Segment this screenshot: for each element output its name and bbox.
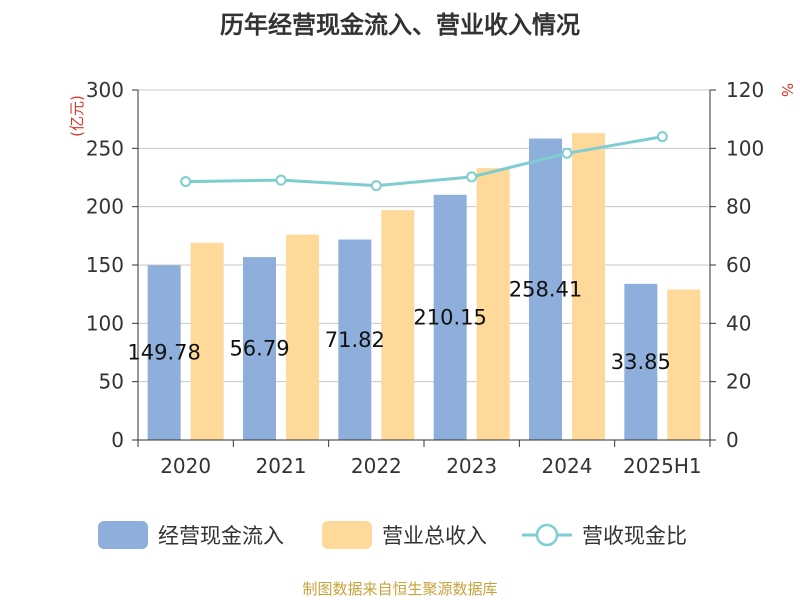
line-point: [656, 131, 668, 143]
data-label: 71.82: [325, 328, 385, 352]
line-point: [180, 176, 192, 188]
line-point: [561, 147, 573, 159]
x-tick-label: 2020: [160, 454, 211, 478]
line-point: [466, 171, 478, 183]
data-labels: 149.78 56.79 71.82 210.15 258.41 33.85: [127, 277, 670, 374]
bar-营业总收入: [572, 133, 605, 440]
line-point: [370, 180, 382, 192]
bars: [147, 133, 701, 440]
y-left-tick-label: 0: [111, 428, 124, 452]
y-left-tick-label: 300: [86, 78, 124, 102]
bar-经营现金流入: [243, 257, 276, 440]
y-left-tick-label: 100: [86, 311, 124, 335]
legend-swatch-营业总收入: [322, 521, 372, 549]
x-tick-label: 2021: [256, 454, 307, 478]
line-series: [180, 131, 668, 192]
bar-营业总收入: [190, 242, 224, 440]
bar-营业总收入: [381, 210, 415, 440]
y-left-tick-label: 250: [86, 136, 124, 160]
legend-marker: [535, 523, 559, 547]
chart-title: 历年经营现金流入、营业收入情况: [220, 11, 580, 39]
bar-经营现金流入: [147, 265, 181, 440]
y-right-unit: %: [778, 83, 796, 97]
x-tick-label: 2022: [351, 454, 402, 478]
legend-swatch-经营现金流入: [98, 521, 148, 549]
data-label: 258.41: [509, 277, 582, 301]
line-营收现金比: [185, 135, 663, 188]
x-tick-label: 2024: [542, 454, 593, 478]
legend-label: 营收现金比: [582, 524, 687, 548]
bar-营业总收入: [286, 234, 319, 440]
line-point: [275, 174, 287, 186]
y-left-tick-label: 200: [86, 195, 124, 219]
legend: 经营现金流入 营业总收入 营收现金比: [98, 521, 687, 549]
data-label: 210.15: [413, 305, 486, 329]
bar-经营现金流入: [433, 194, 467, 440]
bar-经营现金流入: [338, 239, 372, 440]
x-tick-label: 2023: [446, 454, 497, 478]
legend-label: 营业总收入: [382, 524, 487, 548]
y-right-tick-label: 60: [726, 253, 751, 277]
data-label: 33.85: [611, 350, 671, 374]
x-tick-label: 2025H1: [623, 454, 702, 478]
y-left-tick-label: 150: [86, 253, 124, 277]
y-left-unit: (亿元): [68, 95, 86, 137]
grid: [138, 89, 710, 441]
bar-经营现金流入: [624, 283, 658, 440]
bar-营业总收入: [476, 168, 510, 440]
y-left-tick-label: 50: [99, 370, 124, 394]
axes: 0 50 100 150 200 250 300 0 20 40 60 80 100 120 2020 202…: [86, 78, 764, 478]
y-right-tick-label: 0: [726, 428, 739, 452]
y-right-tick-label: 120: [726, 78, 764, 102]
legend-label: 经营现金流入: [158, 524, 284, 548]
data-label: 149.78: [127, 341, 200, 365]
data-label: 56.79: [229, 337, 289, 361]
y-right-tick-label: 100: [726, 136, 764, 160]
y-right-tick-label: 80: [726, 195, 751, 219]
bar-营业总收入: [667, 289, 701, 440]
y-right-tick-label: 20: [726, 370, 751, 394]
y-right-tick-label: 40: [726, 311, 751, 335]
source-note: 制图数据来自恒生聚源数据库: [302, 580, 497, 598]
bar-经营现金流入: [529, 138, 562, 440]
